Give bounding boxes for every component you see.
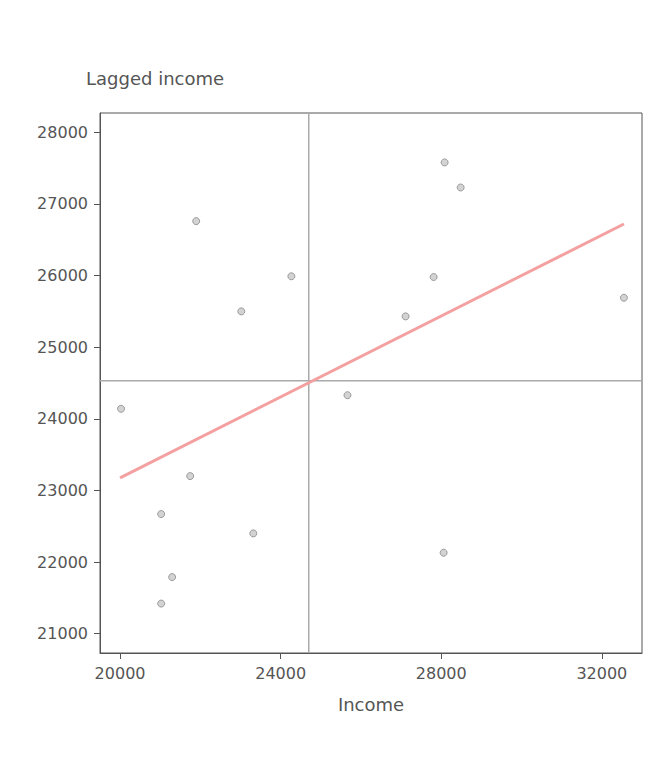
- svg-text:24000: 24000: [255, 664, 306, 683]
- svg-text:23000: 23000: [37, 481, 88, 500]
- svg-text:28000: 28000: [37, 123, 88, 142]
- svg-text:26000: 26000: [37, 266, 88, 285]
- svg-text:22000: 22000: [37, 553, 88, 572]
- svg-text:21000: 21000: [37, 624, 88, 643]
- svg-text:Lagged income: Lagged income: [86, 68, 224, 89]
- svg-text:Income: Income: [338, 694, 404, 715]
- svg-text:27000: 27000: [37, 194, 88, 213]
- svg-text:20000: 20000: [95, 664, 146, 683]
- svg-text:32000: 32000: [576, 664, 627, 683]
- svg-text:28000: 28000: [416, 664, 467, 683]
- svg-text:24000: 24000: [37, 409, 88, 428]
- svg-text:25000: 25000: [37, 338, 88, 357]
